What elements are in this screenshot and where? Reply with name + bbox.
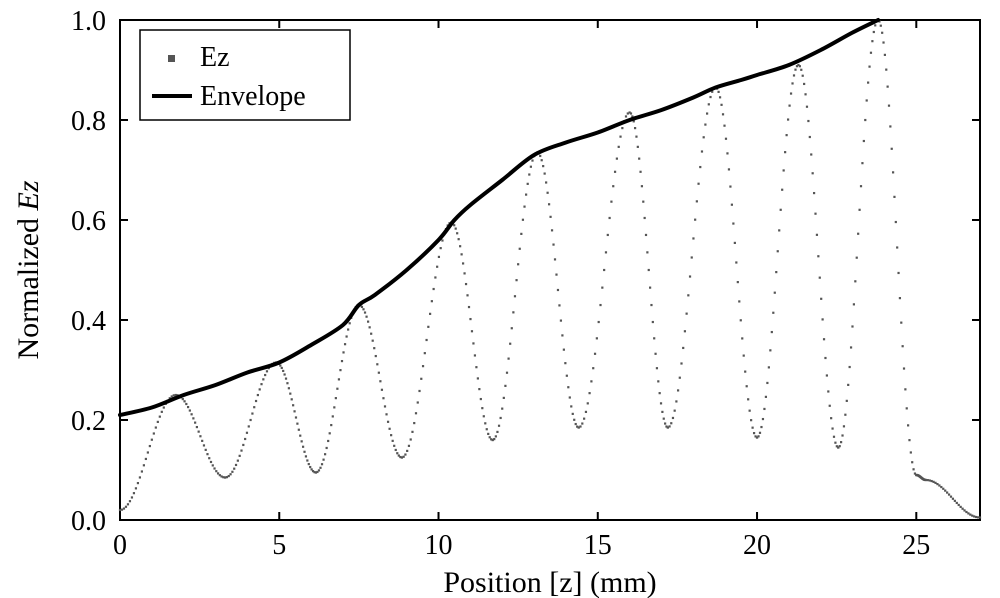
svg-text:0.8: 0.8 bbox=[71, 106, 106, 137]
svg-text:25: 25 bbox=[902, 530, 930, 561]
chart-container: 0 5 10 15 20 25 Position [z] (mm) 0.0 0.2 0.4 0.6 0… bbox=[0, 0, 1000, 598]
svg-text:5: 5 bbox=[272, 530, 286, 561]
svg-text:1.0: 1.0 bbox=[71, 6, 106, 37]
svg-text:Envelope: Envelope bbox=[200, 81, 306, 112]
svg-text:0: 0 bbox=[113, 530, 127, 561]
svg-text:0.4: 0.4 bbox=[71, 306, 106, 337]
svg-text:0.0: 0.0 bbox=[71, 506, 106, 537]
svg-text:10: 10 bbox=[425, 530, 453, 561]
svg-text:Position [z] (mm): Position [z] (mm) bbox=[443, 566, 656, 598]
svg-text:Normalized Ez: Normalized Ez bbox=[12, 180, 45, 359]
chart-svg: 0 5 10 15 20 25 Position [z] (mm) 0.0 0.2 0.4 0.6 0… bbox=[0, 0, 1000, 598]
svg-text:0.2: 0.2 bbox=[71, 406, 106, 437]
svg-text:0.6: 0.6 bbox=[71, 206, 106, 237]
svg-text:Ez: Ez bbox=[200, 42, 230, 73]
svg-text:15: 15 bbox=[584, 530, 612, 561]
svg-text:20: 20 bbox=[743, 530, 771, 561]
legend: Ez Envelope bbox=[140, 30, 350, 120]
